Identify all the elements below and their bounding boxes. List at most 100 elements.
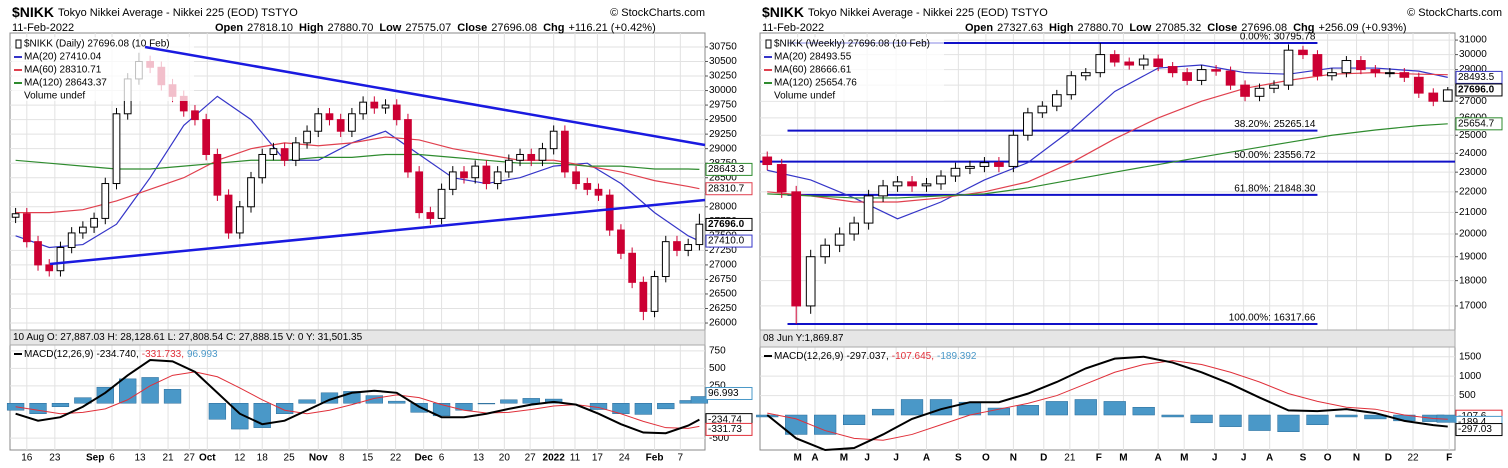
y-tick-label: 18000 [1459,275,1487,286]
candle-body [258,153,267,179]
histogram-bar [388,400,406,404]
x-tick-label: 6 [109,453,115,464]
x-tick-label: J [864,453,870,464]
y-tick-label: 1000 [1459,371,1482,382]
candle-body [336,119,345,132]
candle-body [1356,60,1366,71]
y-tick-label: 500 [709,363,726,374]
macd-legend-part: -297.037, [846,351,888,362]
histogram-bar [163,389,182,404]
macd-legend: MACD(12,26,9) -297.037, -107.645, -189.392 [774,351,977,362]
candle-body [493,171,502,185]
candle-body [1023,112,1033,136]
axis-tag [1455,70,1503,84]
y-tick-label: 29750 [709,100,737,111]
quote-value: 27575.07 [405,22,451,34]
histogram-bar [634,403,653,415]
candle-body [202,119,211,155]
legend-box [762,37,944,101]
x-tick-label: 13 [473,453,485,464]
x-tick-label: M [1119,453,1127,464]
y-tick-label: 21000 [1459,207,1487,218]
y-tick-label: 29250 [709,129,737,140]
candle-body [661,241,670,278]
candle-body [594,188,603,196]
y-tick-label: 25000 [1459,130,1487,141]
ma-line [15,95,700,249]
candle-body [112,113,121,185]
candle-body [67,232,76,248]
candle-body [504,159,513,173]
candle-body [628,252,636,283]
quote: Open 27327.63 High 27880.70 Low 27085.32 Close… [965,22,1407,34]
x-tick-label: A [1155,453,1162,464]
candle-body [820,244,830,258]
candle-body [527,153,536,161]
quote-label: Close [457,22,487,34]
candle-body [583,183,592,190]
candle-body [460,171,468,179]
x-tick-label: 27 [184,453,196,464]
x-tick-label: Nov [309,453,328,464]
symbol: $NIKK [762,4,804,20]
histogram-bar [51,403,70,407]
candle-body [404,119,412,173]
axis-tag-label: 27696.0 [708,219,745,230]
x-tick-label: 23 [49,453,61,464]
x-tick-label: F [1446,453,1452,464]
signal-line [767,360,1448,441]
candle-body [549,130,558,150]
candle-body [1327,72,1337,77]
y-tick-label: 31000 [1459,35,1487,46]
histogram-bar [657,403,675,410]
quote-label: Low [379,22,401,34]
x-tick-label: 18 [257,453,269,464]
histogram-bar [1074,399,1097,416]
axis-tag-label: 28643.3 [708,164,745,175]
quote-value: 27696.08 [491,22,537,34]
quote-label: High [1049,22,1074,34]
x-tick-label: Dec [414,453,433,464]
y-tick-label: 250 [709,380,726,391]
candle-body [650,276,659,312]
y-tick-label: 23000 [1459,167,1487,178]
histogram-bar [900,399,924,416]
axis-tag-label: -189.4 [1458,417,1487,428]
candle-body [90,217,98,228]
x-tick-label: 13 [134,453,146,464]
legend-entry: MA(60) 28666.61 [774,65,852,76]
x-tick-label: 6 [439,453,445,464]
x-tick-label: Feb [646,453,664,464]
fib-label: 50.00%: 23556.72 [1234,150,1316,161]
x-tick-label: J [1241,453,1247,464]
candle-body [437,188,446,219]
candle-body [22,213,31,243]
candle-body [1153,58,1164,68]
y-tick-label: 29500 [709,114,737,125]
axis-tag [1455,423,1503,437]
quote-value: 27696.08 [1241,22,1287,34]
x-tick-label: O [1324,453,1332,464]
axis-tag-label: -331.73 [708,424,742,435]
x-tick-label: Sep [86,453,104,464]
histogram-bar [141,377,159,404]
axis-tag [705,217,753,231]
candle-body [849,222,859,235]
candle-body [1225,70,1236,86]
histogram-bar [343,391,361,404]
axis-tag-label: 28310.7 [708,183,745,194]
credit: © StockCharts.com [610,7,705,19]
y-tick-label: 29000 [1459,64,1487,75]
macd-legend-part: -107.645, [892,351,934,362]
x-tick-label: M [840,453,848,464]
candle-body [776,164,787,193]
quote-label: Open [215,22,243,34]
candle-body [950,167,961,177]
candle-body [45,264,54,272]
quote-value: +256.09 (+0.93%) [1319,22,1407,34]
legend-box [12,37,194,101]
y-tick-label: 22000 [1459,186,1487,197]
axis-tag [705,422,753,436]
candle-body [572,171,580,185]
candle-body [1370,69,1381,74]
